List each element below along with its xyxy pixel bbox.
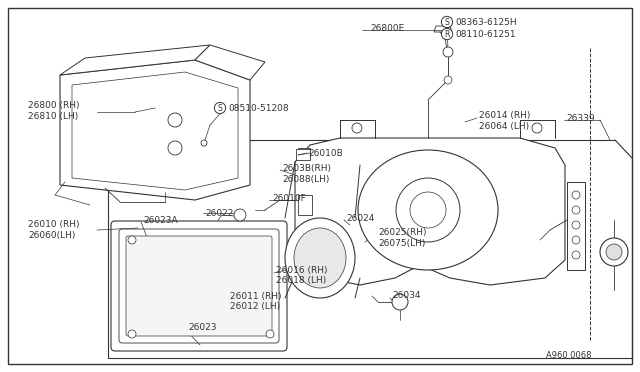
Polygon shape (60, 60, 250, 200)
Text: 26011 (RH): 26011 (RH) (230, 292, 282, 301)
Text: 08363-6125H: 08363-6125H (455, 17, 516, 26)
Circle shape (234, 209, 246, 221)
Polygon shape (434, 26, 452, 32)
Ellipse shape (294, 228, 346, 288)
Circle shape (572, 191, 580, 199)
Text: S: S (445, 17, 449, 26)
Circle shape (572, 251, 580, 259)
Circle shape (392, 294, 408, 310)
FancyBboxPatch shape (126, 236, 272, 336)
Polygon shape (60, 45, 210, 75)
Bar (296, 149, 310, 160)
Circle shape (444, 76, 452, 84)
Text: 26025(RH): 26025(RH) (378, 228, 426, 237)
Circle shape (606, 244, 622, 260)
Text: 08110-61251: 08110-61251 (455, 29, 516, 38)
Circle shape (396, 178, 460, 242)
Circle shape (410, 192, 446, 228)
Text: 26018 (LH): 26018 (LH) (276, 276, 326, 285)
Text: 2603B(RH): 2603B(RH) (282, 164, 331, 173)
Text: 26800 (RH): 26800 (RH) (28, 100, 79, 109)
Text: 26016 (RH): 26016 (RH) (276, 266, 328, 275)
Polygon shape (298, 195, 312, 215)
Text: 26339: 26339 (566, 113, 595, 122)
Text: 26064 (LH): 26064 (LH) (479, 122, 529, 131)
Text: 26810 (LH): 26810 (LH) (28, 112, 78, 121)
Circle shape (572, 221, 580, 229)
Ellipse shape (285, 218, 355, 298)
Text: 26010F: 26010F (272, 193, 306, 202)
Circle shape (600, 238, 628, 266)
Bar (298, 148, 310, 158)
Circle shape (532, 123, 542, 133)
Text: 08510-51208: 08510-51208 (228, 103, 289, 112)
Text: 26023: 26023 (188, 324, 216, 333)
Text: 26024: 26024 (346, 214, 374, 222)
Polygon shape (72, 72, 238, 190)
Text: 26010 (RH): 26010 (RH) (28, 219, 79, 228)
Circle shape (266, 330, 274, 338)
Text: 26800E: 26800E (370, 23, 404, 32)
Circle shape (572, 206, 580, 214)
Polygon shape (567, 182, 585, 270)
FancyBboxPatch shape (119, 229, 279, 343)
Text: R: R (444, 29, 450, 38)
Circle shape (443, 47, 453, 57)
Circle shape (128, 330, 136, 338)
Text: 26014 (RH): 26014 (RH) (479, 110, 531, 119)
Circle shape (168, 141, 182, 155)
Circle shape (128, 236, 136, 244)
Text: 26022: 26022 (205, 208, 234, 218)
Circle shape (201, 140, 207, 146)
Polygon shape (195, 45, 265, 80)
Polygon shape (295, 138, 565, 285)
Text: 26088(LH): 26088(LH) (282, 174, 330, 183)
Text: 26034: 26034 (392, 292, 420, 301)
Text: 26060(LH): 26060(LH) (28, 231, 76, 240)
Circle shape (572, 236, 580, 244)
Text: 26012 (LH): 26012 (LH) (230, 302, 280, 311)
Circle shape (352, 123, 362, 133)
FancyBboxPatch shape (111, 221, 287, 351)
Text: 26010B: 26010B (308, 148, 343, 157)
Text: 26075(LH): 26075(LH) (378, 238, 426, 247)
Circle shape (168, 113, 182, 127)
Ellipse shape (358, 150, 498, 270)
Text: S: S (218, 103, 222, 112)
Text: 26023A: 26023A (143, 215, 178, 224)
Text: A960 0068: A960 0068 (546, 350, 591, 359)
